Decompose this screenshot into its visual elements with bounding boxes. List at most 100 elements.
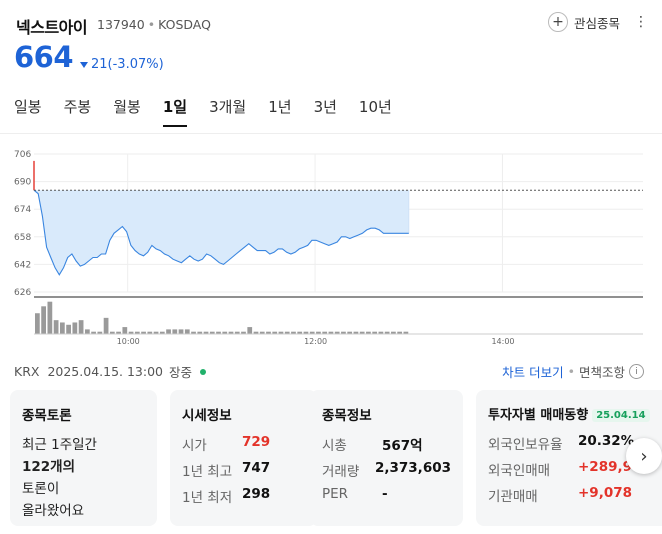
x-tick-label: 10:00	[117, 337, 140, 346]
row-label: 시총	[322, 438, 347, 454]
info-row: 시총 567억	[322, 434, 451, 454]
discussion-line3: 토론이	[22, 481, 60, 497]
exchange-label: KRX	[14, 364, 40, 379]
volume-bar	[122, 327, 128, 334]
price-change: 21(-3.07%)	[80, 57, 164, 72]
volume-bar	[209, 331, 215, 334]
x-tick-label: 12:00	[304, 337, 327, 346]
volume-bar	[116, 331, 121, 334]
volume-bar	[253, 331, 259, 334]
disclaimer-link[interactable]: 면책조항	[578, 365, 625, 380]
chart-links: 차트 더보기 • 면책조항 i	[502, 362, 644, 381]
market-status: 장중	[169, 365, 193, 380]
volume-bar	[97, 331, 103, 334]
tab-5[interactable]: 1년	[268, 98, 292, 116]
row-label: 거래량	[322, 464, 360, 480]
volume-bar	[53, 320, 59, 334]
volume-bar	[159, 331, 165, 334]
info-row: 거래량 2,373,603	[322, 460, 451, 480]
tab-3[interactable]: 1일	[162, 96, 188, 127]
volume-bar	[178, 329, 184, 334]
volume-bar	[228, 331, 234, 334]
volume-bar	[109, 331, 115, 334]
discussion-line4: 올라왔어요	[22, 503, 85, 519]
volume-bar	[391, 331, 396, 334]
change-value: 21(-3.07%)	[91, 57, 164, 72]
more-options-icon[interactable]: ⋮	[634, 14, 648, 30]
row-value: 729	[242, 434, 271, 450]
y-tick-label: 658	[14, 233, 31, 243]
discussion-card[interactable]: 종목토론 최근 1주일간 122개의 토론이 올라왔어요	[10, 390, 157, 526]
volume-bar	[234, 331, 240, 334]
volume-bar	[322, 331, 328, 334]
volume-bar	[216, 331, 221, 334]
volume-bar	[353, 331, 359, 334]
tab-4[interactable]: 3개월	[209, 98, 247, 116]
volume-bar	[153, 331, 159, 334]
volume-bar	[291, 331, 296, 334]
y-tick-label: 674	[14, 205, 31, 215]
volume-bar	[372, 331, 378, 334]
volume-bar	[366, 331, 371, 334]
row-value: 2,373,603	[374, 460, 451, 476]
volume-bar	[203, 331, 209, 334]
tab-0[interactable]: 일봉	[14, 98, 42, 116]
more-chart-link[interactable]: 차트 더보기	[502, 365, 564, 380]
volume-bar	[41, 306, 46, 334]
stock-code-market: 137940 • KOSDAQ	[97, 17, 211, 32]
plus-icon: +	[547, 12, 568, 32]
y-tick-label: 706	[14, 150, 31, 160]
stock-info-card[interactable]: 종목정보 시총 567억 거래량 2,373,603 PER -	[310, 390, 463, 526]
stock-name: 넥스트아이	[16, 18, 88, 37]
y-tick-label: 642	[14, 260, 31, 270]
tab-6[interactable]: 3년	[313, 98, 337, 116]
row-value: 20.32%	[578, 433, 635, 449]
volume-bar	[191, 331, 196, 334]
stock-code: 137940	[97, 17, 145, 32]
row-label: 외국인매매	[488, 463, 551, 479]
volume-bar	[359, 331, 365, 334]
volume-bar	[84, 329, 90, 334]
datetime-label: 2025.04.15. 13:00	[47, 364, 163, 379]
info-row: 1년 최저 298	[182, 486, 305, 506]
row-label: 1년 최고	[182, 464, 233, 480]
tab-7[interactable]: 10년	[358, 98, 392, 116]
info-icon[interactable]: i	[629, 364, 644, 379]
volume-bar	[316, 331, 321, 334]
volume-bar	[272, 331, 278, 334]
info-row: 외국인매매 +289,98	[488, 459, 650, 479]
current-price: 664	[14, 40, 74, 74]
date-badge: 25.04.14	[592, 409, 650, 422]
volume-bar	[266, 331, 271, 334]
volume-bar	[172, 329, 178, 334]
card-title: 투자자별 매매동향 25.04.14	[488, 404, 650, 423]
volume-bar	[403, 331, 409, 334]
volume-bar	[72, 322, 78, 334]
discussion-count: 122개의	[22, 459, 76, 475]
y-tick-label: 690	[14, 178, 31, 188]
market-price-card[interactable]: 시세정보 시가 729 1년 최고 747 1년 최저 298	[170, 390, 317, 526]
row-value: +9,078	[578, 485, 633, 501]
volume-bar	[59, 322, 65, 334]
volume-bar	[378, 331, 384, 334]
row-value: 567억	[382, 438, 423, 454]
add-interest-button[interactable]: + 관심종목 ⋮	[547, 12, 648, 32]
next-card-button[interactable]: ›	[626, 438, 662, 474]
info-row: PER -	[322, 486, 451, 502]
volume-bar	[103, 317, 109, 334]
price-area	[34, 190, 409, 275]
intraday-chart[interactable]: 706 690 674 658 642 626 10:00 12:00 14:00	[0, 142, 662, 347]
volume-bar	[259, 331, 265, 334]
volume-bar	[297, 331, 303, 334]
y-tick-label: 626	[14, 288, 31, 298]
tab-2[interactable]: 월봉	[113, 98, 141, 116]
volume-bar	[35, 313, 40, 334]
interest-label: 관심종목	[573, 15, 620, 31]
investor-trend-card[interactable]: 투자자별 매매동향 25.04.14 외국인보유율 20.32% 외국인매매 +289…	[476, 390, 662, 526]
volume-bar	[184, 329, 190, 334]
volume-bar	[91, 331, 96, 334]
volume-bar	[141, 331, 146, 334]
row-label: 시가	[182, 438, 207, 454]
row-label: PER	[322, 486, 349, 502]
tab-1[interactable]: 주봉	[63, 98, 92, 116]
